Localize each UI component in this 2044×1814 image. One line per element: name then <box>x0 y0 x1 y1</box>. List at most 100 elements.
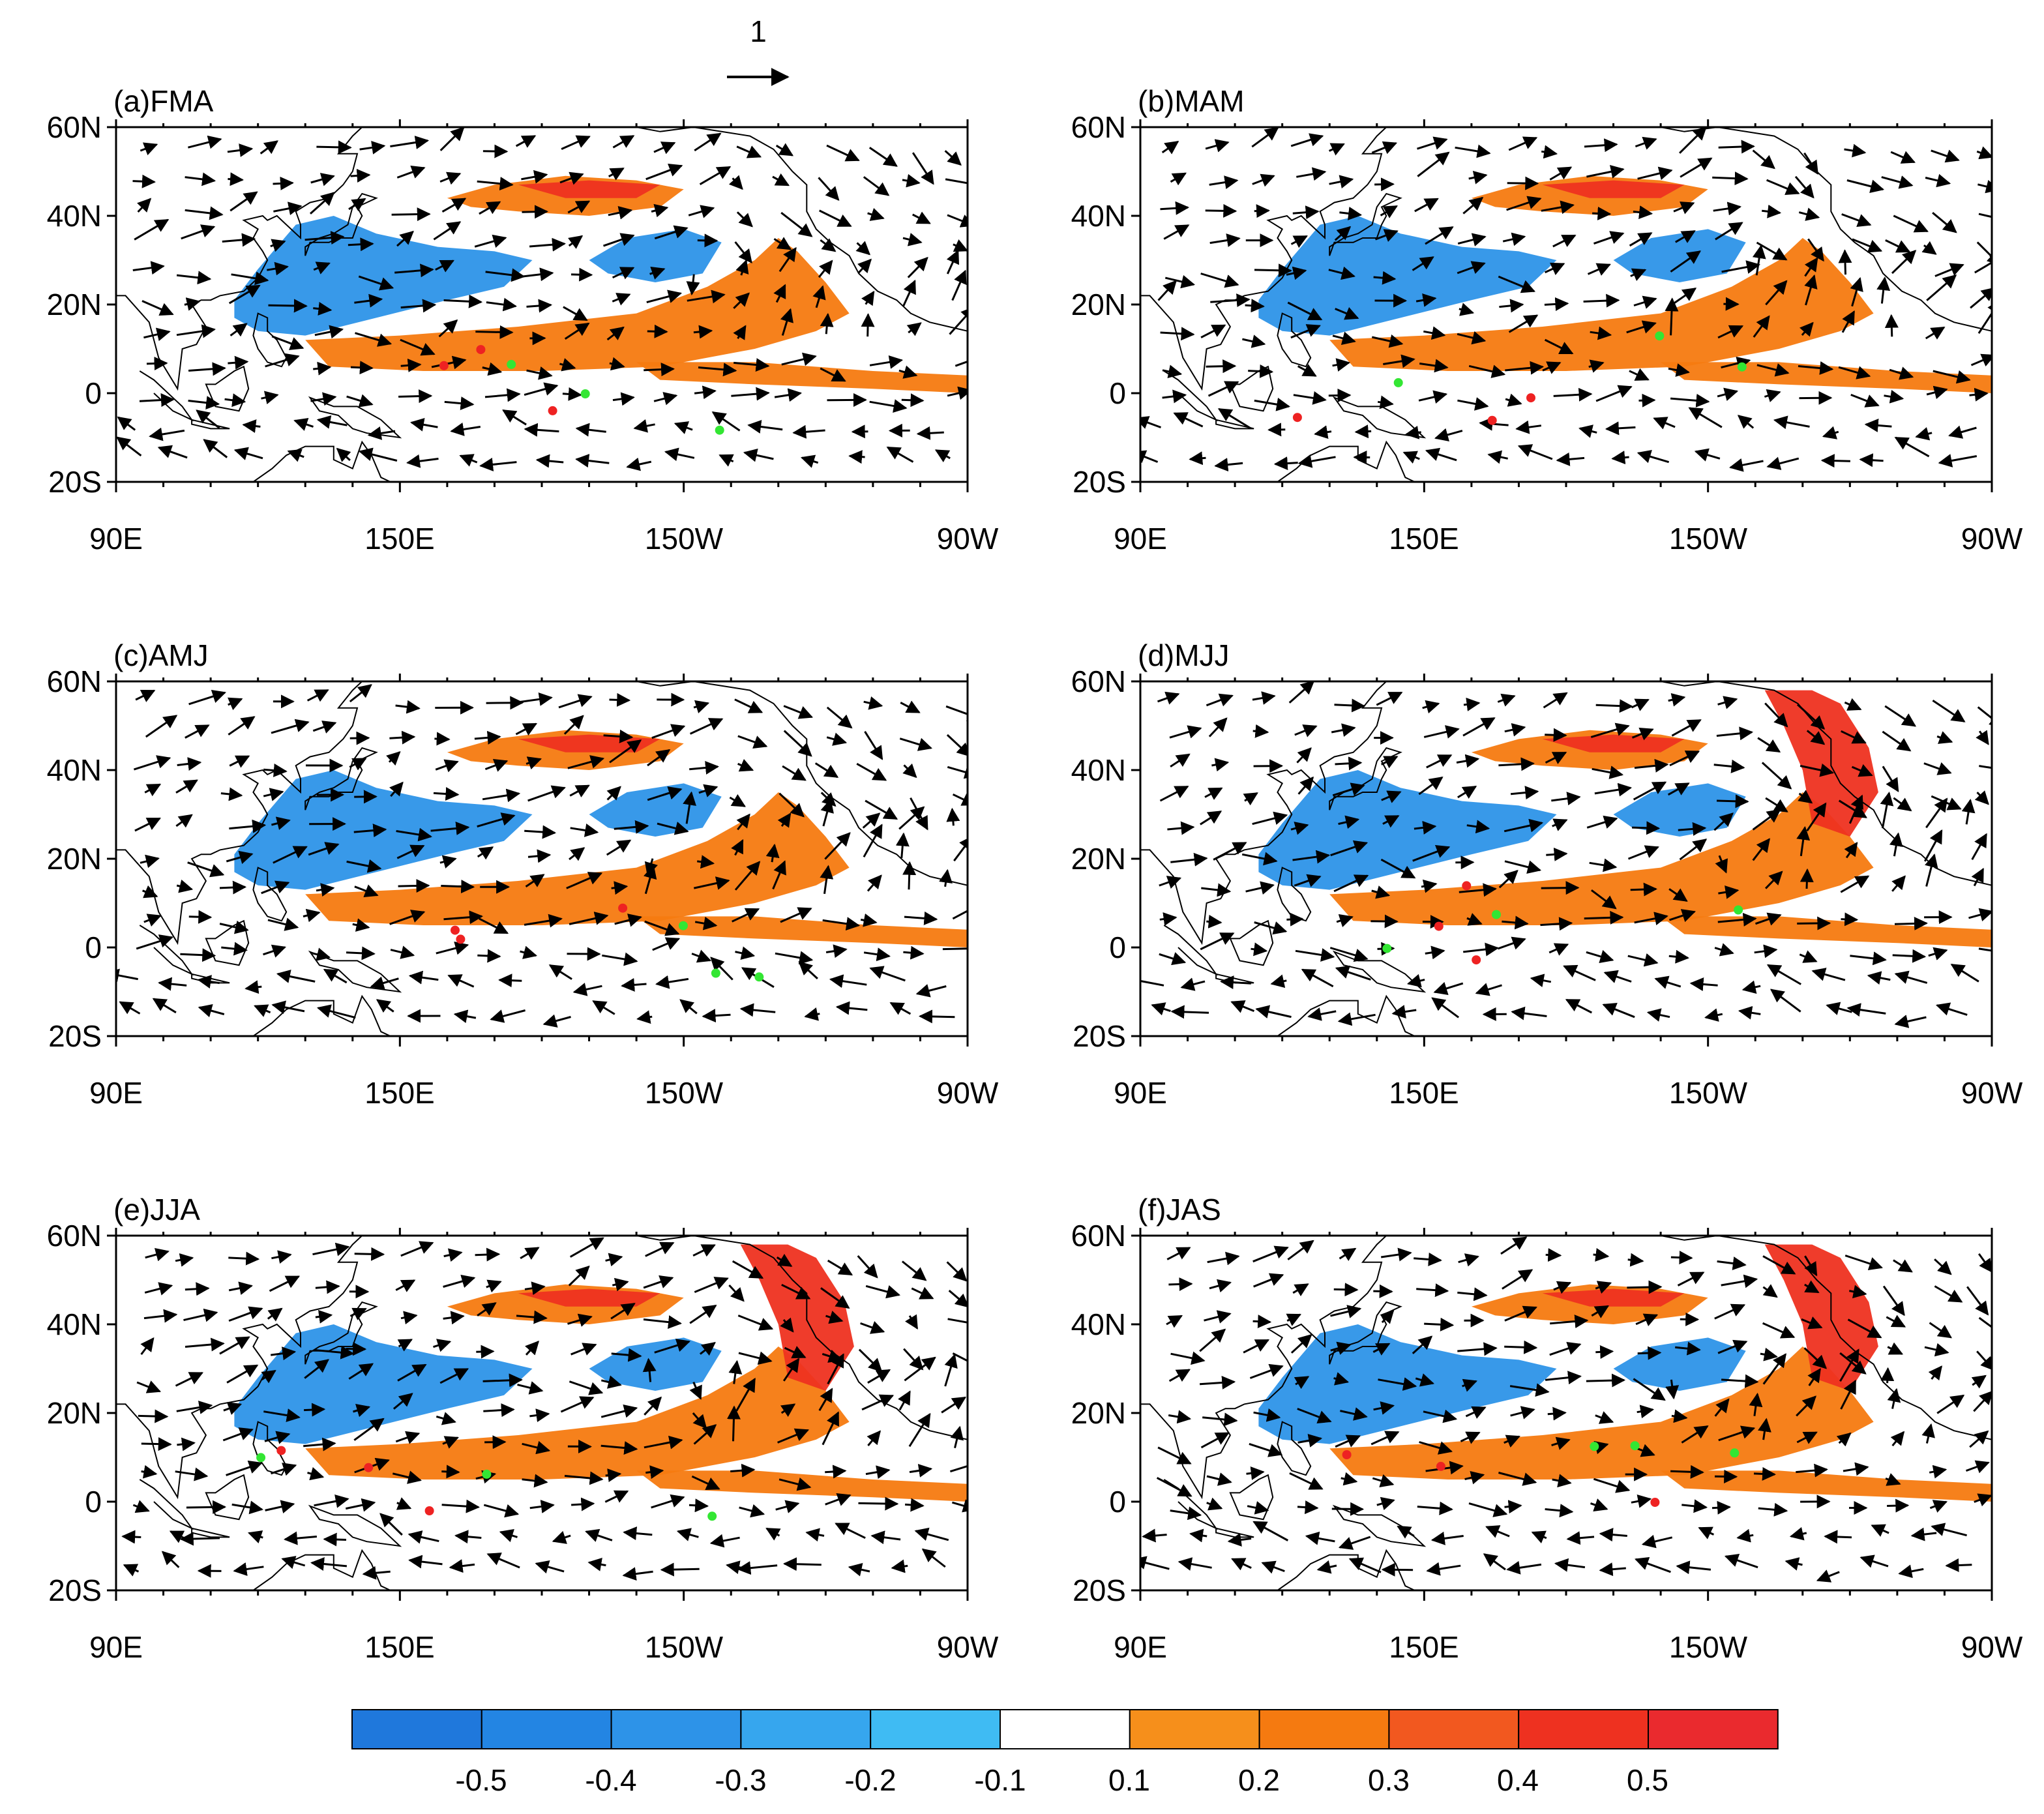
wind-vector <box>1820 454 1850 468</box>
wind-vector <box>1340 1472 1358 1486</box>
wind-vector <box>293 417 314 431</box>
wind-vector <box>1934 263 1964 277</box>
wind-vector <box>730 1463 756 1478</box>
wind-vector <box>1611 451 1629 465</box>
wind-vector <box>1548 943 1569 956</box>
wind-vector <box>945 178 968 185</box>
wind-vector <box>1799 950 1818 963</box>
wind-vector <box>397 1363 427 1382</box>
wind-vector <box>1807 1368 1821 1386</box>
wind-vector <box>867 207 885 221</box>
wind-vector <box>1209 175 1239 190</box>
colorbar-label: -0.3 <box>715 1763 766 1797</box>
wind-vector <box>117 416 136 431</box>
wind-vector <box>187 861 225 878</box>
wind-vector <box>611 881 629 895</box>
significance-dot <box>1526 393 1535 403</box>
shaded-region-orangeBand <box>305 792 850 925</box>
wind-vector <box>144 783 162 797</box>
wind-vector <box>781 1283 811 1300</box>
wind-vector <box>526 299 553 313</box>
wind-vector <box>161 1551 180 1568</box>
wind-vector <box>1602 1003 1635 1019</box>
wind-vector <box>1679 839 1708 861</box>
wind-vector <box>1252 173 1275 187</box>
wind-vector <box>1243 792 1258 806</box>
wind-vector <box>1765 280 1788 306</box>
lat-tick-20s: 20S <box>1073 1019 1126 1053</box>
wind-vector <box>355 332 393 347</box>
wind-vector <box>1251 942 1268 957</box>
wind-vector <box>477 177 514 191</box>
wind-vector <box>644 1435 683 1450</box>
wind-vector <box>1668 363 1690 377</box>
wind-vector <box>1673 288 1697 305</box>
wind-vector <box>486 1279 502 1293</box>
lon-tick-90w: 90W <box>937 522 999 556</box>
wind-vector <box>303 1437 336 1451</box>
wind-vector <box>603 729 634 743</box>
wind-vector <box>348 198 366 212</box>
panel-title: (b)MAM <box>1138 84 1245 118</box>
wind-vector <box>1231 1558 1252 1571</box>
wind-vector <box>1463 698 1481 711</box>
wind-vector <box>728 175 743 190</box>
wind-vector <box>1370 914 1399 929</box>
wind-vector <box>1423 725 1460 739</box>
wind-vector <box>527 785 566 802</box>
wind-vector <box>653 141 676 155</box>
significance-dot <box>1730 1448 1740 1458</box>
wind-vector <box>1464 1470 1485 1485</box>
wind-vector <box>1551 792 1581 806</box>
map-content <box>116 681 968 1036</box>
wind-vector <box>1292 1283 1309 1297</box>
wind-vector <box>312 1242 350 1256</box>
wind-vector <box>857 258 872 274</box>
wind-vector <box>1978 213 1992 218</box>
wind-vector <box>515 722 538 736</box>
wind-vector <box>502 409 527 426</box>
wind-vector <box>228 716 256 736</box>
wind-vector <box>1859 1554 1889 1568</box>
wind-vector <box>226 1364 259 1384</box>
wind-vector <box>441 1499 480 1513</box>
wind-vector <box>688 205 715 218</box>
wind-vector <box>358 447 398 462</box>
wind-vector <box>820 238 837 252</box>
wind-vector <box>903 1348 924 1371</box>
wind-vector <box>651 1494 685 1509</box>
wind-vector <box>1590 889 1617 910</box>
wind-vector <box>855 241 871 256</box>
wind-vector <box>264 1431 291 1444</box>
wind-vector <box>689 718 724 735</box>
wind-vector <box>263 944 286 958</box>
wind-vector <box>222 233 256 247</box>
wind-vector <box>1252 1315 1272 1329</box>
wind-vector <box>1766 456 1800 470</box>
wind-vector <box>1971 867 1985 887</box>
wind-vector <box>1462 196 1484 215</box>
wind-vector <box>737 758 754 772</box>
wind-vector <box>1721 1274 1758 1288</box>
wind-vector <box>391 207 431 222</box>
wind-vector <box>1142 1528 1167 1543</box>
wind-vector <box>552 1530 571 1544</box>
wind-vector <box>1373 1284 1393 1298</box>
wind-vector <box>224 393 246 408</box>
wind-vector <box>1718 140 1755 154</box>
wind-vector <box>443 910 483 925</box>
wind-vector <box>119 1001 141 1015</box>
significance-dot <box>424 1506 434 1515</box>
wind-vector <box>1270 974 1287 989</box>
wind-vector <box>1170 1351 1206 1365</box>
wind-vector <box>271 1346 297 1361</box>
wind-vector <box>316 883 335 897</box>
wind-vector <box>1630 268 1647 281</box>
wind-vector <box>220 787 243 801</box>
wind-vector <box>1968 908 1992 922</box>
wind-vector <box>1688 407 1723 428</box>
wind-vector <box>1328 143 1345 156</box>
wind-vector <box>1289 1472 1324 1490</box>
wind-vector <box>1713 812 1734 831</box>
wind-vector <box>868 147 898 167</box>
